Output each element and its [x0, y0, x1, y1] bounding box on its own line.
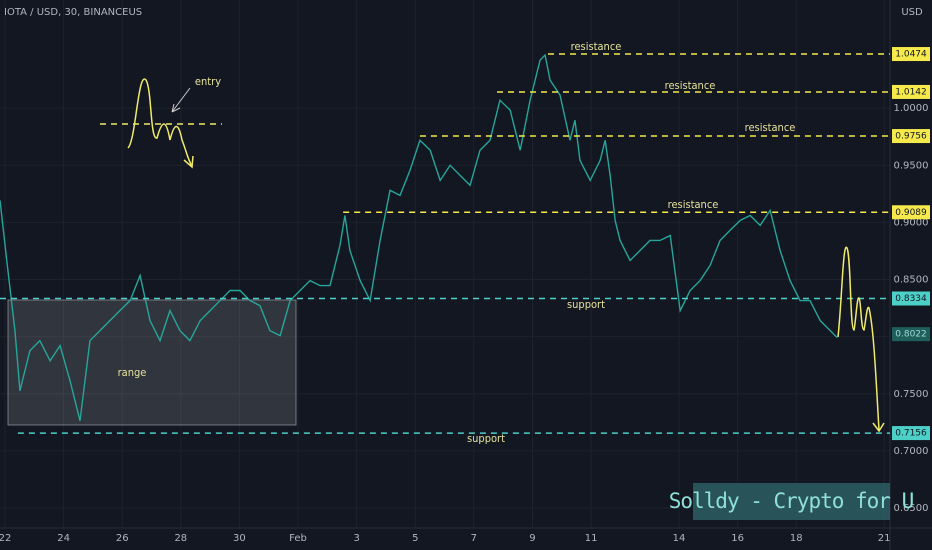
entry-arrow — [171, 87, 191, 113]
annotation: support — [467, 432, 505, 445]
x-tick-label: 21 — [878, 533, 891, 544]
projection-arrow — [872, 422, 885, 433]
last-price-box — [892, 327, 930, 342]
y-tick-label: 0.7500 — [894, 389, 929, 400]
projection — [837, 246, 880, 431]
y-tick-label: 0.9500 — [894, 160, 929, 171]
y-tick-label: 0.9000 — [894, 217, 929, 228]
x-tick-label: 5 — [412, 533, 418, 544]
level-price-box — [892, 291, 930, 306]
y-tick-label: 1.0000 — [894, 103, 929, 114]
x-tick-label: 16 — [731, 533, 744, 544]
chart-title: IOTA / USD, 30, BINANCEUS — [4, 7, 142, 18]
level-price-label: 0.8334 — [895, 294, 927, 304]
annotation: entry — [195, 75, 221, 88]
annotation: resistance — [665, 79, 716, 92]
x-tick-label: 24 — [57, 533, 70, 544]
y-tick-label: 0.7000 — [894, 446, 929, 457]
sketch-wave — [127, 78, 193, 167]
sketch — [100, 78, 885, 433]
x-tick-label: 11 — [585, 533, 598, 544]
level-price-box — [892, 205, 930, 220]
annotation: support — [567, 298, 605, 311]
y-axis-label: USD — [901, 7, 923, 18]
level-price-label: 0.9756 — [895, 132, 927, 142]
level-price-label: 1.0474 — [895, 50, 927, 60]
annotation: resistance — [668, 198, 719, 211]
level-price-box — [892, 426, 930, 441]
y-tick-label: 0.8500 — [894, 275, 929, 286]
x-tick-label: 28 — [174, 533, 187, 544]
plot — [0, 53, 890, 434]
annotation: range — [118, 366, 147, 379]
x-tick-label: 7 — [471, 533, 477, 544]
annotation: resistance — [745, 121, 796, 134]
x-tick-label: 3 — [353, 533, 359, 544]
level-price-box — [892, 129, 930, 144]
range-box — [7, 299, 297, 426]
level-price-box — [892, 84, 930, 99]
level-price-label: 0.7156 — [895, 429, 927, 439]
price-line — [0, 53, 838, 422]
watermark: Solldy - Crypto for U — [669, 489, 914, 513]
last-price-label: 0.8022 — [895, 330, 927, 340]
labels: 0.65000.70000.75000.80000.85000.90000.95… — [0, 40, 930, 544]
y-tick-label: 0.6500 — [894, 503, 929, 514]
level-price-label: 0.9089 — [895, 208, 927, 218]
annotation: resistance — [571, 40, 622, 53]
x-tick-label: 9 — [529, 533, 535, 544]
x-tick-label: 18 — [790, 533, 803, 544]
x-tick-label: 14 — [673, 533, 686, 544]
x-tick-label: 22 — [0, 533, 11, 544]
level-price-box — [892, 47, 930, 62]
x-tick-label: 30 — [233, 533, 246, 544]
sketch-arrow — [183, 155, 194, 169]
x-tick-label: Feb — [289, 533, 307, 544]
level-price-label: 1.0142 — [895, 87, 927, 97]
watermark-box — [693, 483, 890, 520]
x-tick-label: 26 — [116, 533, 129, 544]
